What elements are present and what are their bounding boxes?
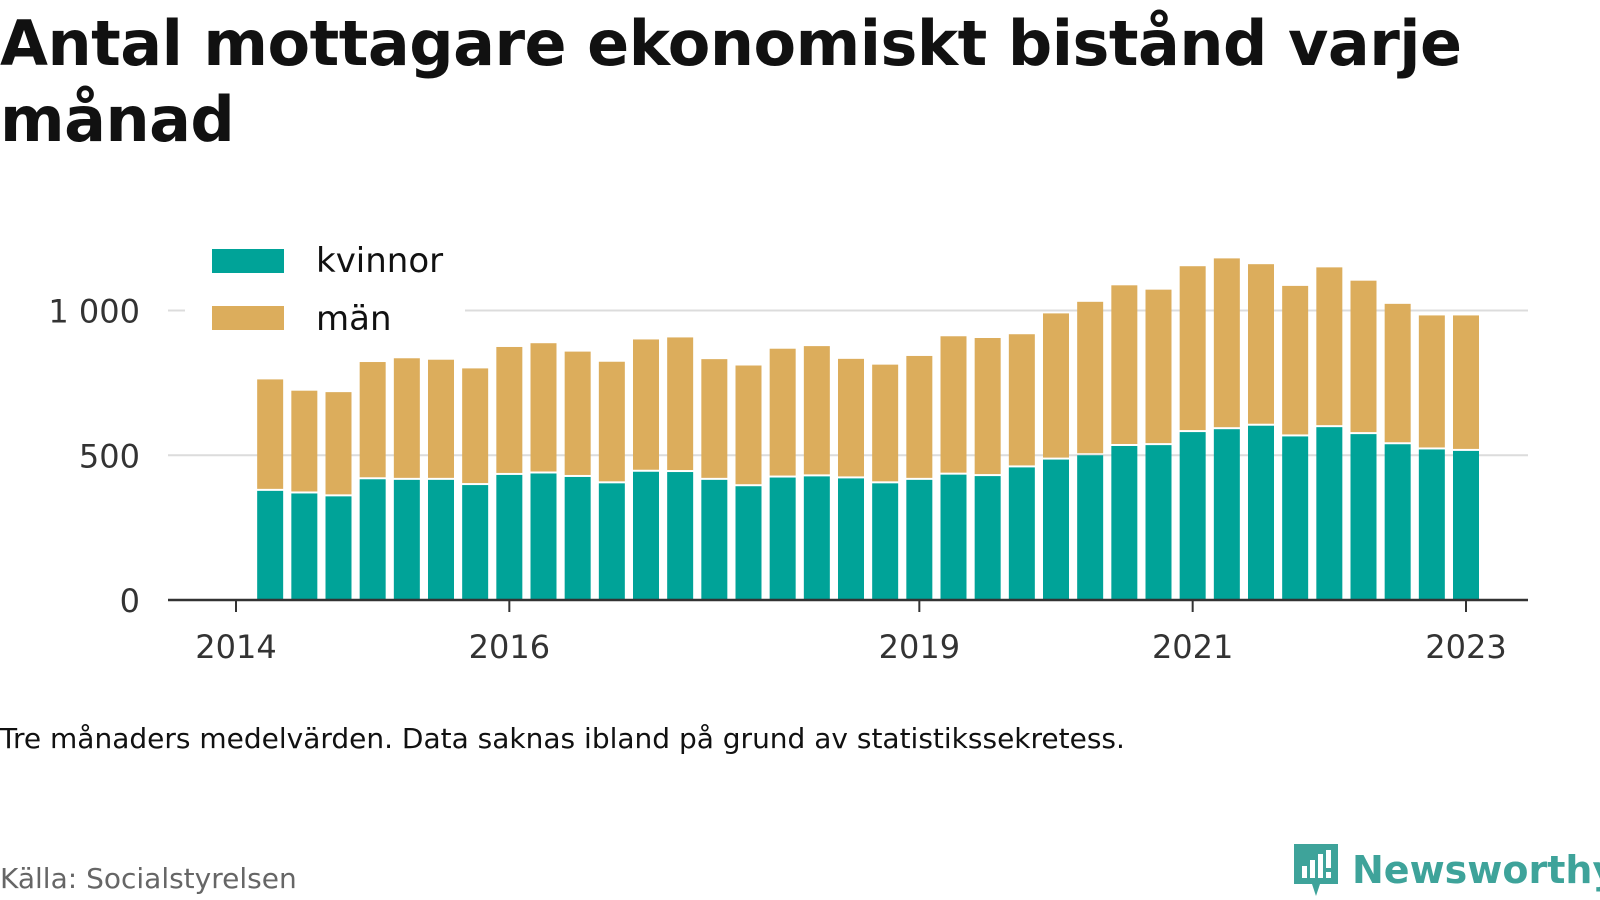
bar-kvinnor (1384, 444, 1411, 600)
brand-name: Newsworthy (1352, 848, 1600, 892)
bar-kvinnor (1077, 455, 1104, 600)
bar-kvinnor (940, 474, 967, 600)
bar-kvinnor (496, 474, 523, 600)
bar-man (1179, 266, 1206, 431)
bar-kvinnor (325, 496, 352, 600)
bar-man (598, 361, 625, 482)
bar-kvinnor (1008, 467, 1035, 600)
bar-man (1145, 289, 1172, 444)
bar-man (428, 359, 454, 478)
bar-man (1384, 303, 1411, 443)
legend-label-kvinnor: kvinnor (316, 241, 443, 281)
source-label: Källa: Socialstyrelsen (0, 862, 297, 895)
bar-kvinnor (1043, 459, 1069, 600)
bar-kvinnor (1111, 445, 1138, 600)
bar-kvinnor (1453, 450, 1479, 600)
legend-label-man: män (316, 299, 392, 339)
bar-man (633, 339, 659, 470)
bar-kvinnor (701, 479, 728, 600)
bar-man (1282, 285, 1309, 435)
bar-kvinnor (838, 478, 864, 600)
axes: 0 500 1 000 2014 2016 2019 2021 2023 (48, 293, 1528, 666)
bar-kvinnor (906, 479, 933, 600)
bar-kvinnor (1213, 429, 1240, 600)
bar-man (1350, 280, 1377, 433)
bar-kvinnor (428, 479, 454, 600)
bar-man (291, 390, 318, 492)
bar-kvinnor (359, 479, 386, 600)
bar-kvinnor (530, 473, 557, 600)
bar-kvinnor (462, 485, 489, 600)
bar-man (667, 337, 694, 471)
y-tick-label: 1 000 (48, 293, 140, 331)
bar-kvinnor (803, 476, 830, 600)
newsworthy-logo: Newsworthy (1290, 840, 1600, 900)
bar-kvinnor (735, 486, 762, 600)
bar-man (1248, 264, 1274, 424)
bar-man (393, 358, 420, 478)
bar-kvinnor (1316, 427, 1343, 600)
bar-kvinnor (1282, 436, 1309, 600)
x-tick-label: 2021 (1152, 628, 1233, 666)
x-tick-label: 2016 (469, 628, 550, 666)
chart-note: Tre månaders medelvärden. Data saknas ib… (0, 722, 1125, 755)
bar-kvinnor (769, 477, 796, 600)
bar-kvinnor (1248, 425, 1274, 600)
bar-man (496, 346, 523, 473)
bar-kvinnor (667, 472, 694, 600)
bar-man (1418, 315, 1445, 448)
bar-kvinnor (1145, 445, 1172, 600)
bar-man (1316, 267, 1343, 426)
bar-man (701, 359, 728, 478)
bar-man (1043, 313, 1069, 458)
bar-man (803, 346, 830, 475)
newsworthy-logo-icon (1294, 844, 1338, 896)
bar-man (769, 348, 796, 476)
bar-man (530, 343, 557, 472)
legend-swatch-man (212, 306, 284, 330)
legend-swatch-kvinnor (212, 249, 284, 273)
chart-title: Antal mottagare ekonomiskt bistånd varje… (0, 7, 1462, 156)
bar-man (735, 365, 762, 485)
bar-man (1453, 315, 1479, 449)
bar-kvinnor (974, 476, 1001, 600)
bar-man (1077, 301, 1104, 454)
x-tick-label: 2019 (879, 628, 960, 666)
bar-man (359, 362, 386, 478)
bar-man (1008, 334, 1035, 466)
bar-kvinnor (872, 483, 899, 600)
bar-man (462, 368, 489, 484)
bar-kvinnor (564, 476, 591, 600)
bar-kvinnor (633, 471, 659, 600)
bar-kvinnor (393, 479, 420, 600)
bar-kvinnor (1418, 449, 1445, 600)
legend: kvinnor män (185, 238, 465, 348)
x-tick-label: 2014 (195, 628, 276, 666)
x-tick-label: 2023 (1425, 628, 1506, 666)
bar-kvinnor (257, 490, 284, 600)
bar-man (564, 351, 591, 475)
bars (257, 258, 1479, 600)
stacked-bar-chart: 0 500 1 000 2014 2016 2019 2021 2023 kvinnor mä… (48, 238, 1528, 666)
bar-man (974, 338, 1001, 475)
bar-kvinnor (1179, 432, 1206, 600)
bar-kvinnor (598, 483, 625, 600)
bar-man (906, 355, 933, 478)
bar-man (1111, 285, 1138, 444)
bar-man (1213, 258, 1240, 428)
bar-kvinnor (1350, 434, 1377, 600)
y-tick-label: 500 (79, 437, 140, 475)
bar-man (257, 379, 284, 489)
bar-man (872, 364, 899, 482)
bar-man (325, 392, 352, 495)
bar-kvinnor (291, 493, 318, 600)
y-tick-label: 0 (120, 582, 140, 620)
bar-man (940, 336, 967, 473)
bar-man (838, 358, 864, 477)
